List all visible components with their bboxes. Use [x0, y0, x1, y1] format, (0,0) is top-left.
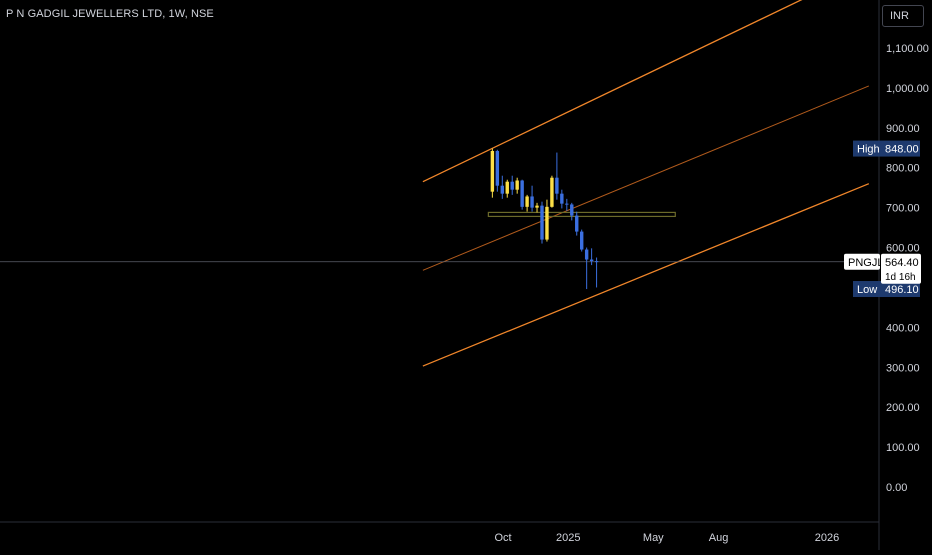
- last-price-value: 564.40: [885, 257, 919, 269]
- price-tick-label: 600.00: [886, 243, 920, 255]
- time-tick-label: Oct: [494, 532, 511, 544]
- time-tick-label: May: [643, 532, 664, 544]
- symbol-badge-bg: [844, 253, 880, 270]
- candle-body: [584, 249, 589, 260]
- price-tick-label: 100.00: [886, 442, 920, 454]
- candle-body: [520, 180, 524, 207]
- candle-body: [589, 259, 594, 262]
- low-badge-label: Low: [857, 284, 877, 296]
- candle-body: [530, 196, 534, 208]
- candles: [490, 148, 599, 290]
- price-tick-label: 1,000.00: [886, 83, 929, 95]
- candle-body: [570, 204, 574, 216]
- candle-body: [540, 205, 544, 240]
- high-badge-label-bg: [853, 140, 881, 157]
- candle-body: [505, 181, 509, 194]
- low-badge-value: 496.10: [885, 284, 919, 296]
- symbol-badge: PNGJL: [848, 257, 883, 269]
- price-tick-label: 300.00: [886, 362, 920, 374]
- channel-line-upper: [422, 0, 803, 183]
- time-tick-label: Aug: [709, 532, 729, 544]
- last-price-badge-bg: [881, 253, 921, 284]
- candle-body: [495, 150, 500, 186]
- candle-body: [575, 215, 579, 232]
- candle-body: [490, 150, 495, 192]
- chart-title: P N GADGIL JEWELLERS LTD, 1W, NSE: [6, 8, 214, 20]
- low-badge-label-bg: [853, 281, 881, 298]
- price-tick-label: 200.00: [886, 402, 920, 414]
- candle-body: [560, 193, 564, 204]
- high-badge-value-bg: [881, 140, 920, 157]
- candle-body: [525, 196, 529, 207]
- candle-body: [579, 231, 584, 250]
- candle-body: [550, 177, 554, 207]
- time-axis[interactable]: Oct 2025 May Aug 2026: [494, 532, 839, 544]
- high-badge-label: High: [857, 144, 880, 156]
- candle-body: [545, 206, 549, 240]
- channel-line-middle: [422, 85, 870, 271]
- horizontal-zone[interactable]: [487, 211, 676, 218]
- price-tick-label: 800.00: [886, 163, 920, 175]
- low-badge-value-bg: [881, 281, 920, 298]
- currency-button[interactable]: INR: [882, 5, 924, 27]
- horizontal-zone-box: [487, 211, 676, 218]
- price-tick-label: 0.00: [886, 482, 907, 494]
- candle-body: [594, 261, 599, 263]
- time-tick-label: 2025: [556, 532, 580, 544]
- candle-body: [515, 180, 519, 190]
- price-badges: High 848.00 Low 496.10 PNGJL 564.40 1d 16h: [844, 140, 921, 298]
- parallel-channel[interactable]: [422, 0, 870, 367]
- candle-body: [500, 185, 504, 194]
- bar-countdown: 1d 16h: [885, 272, 916, 283]
- candle-body: [510, 181, 514, 190]
- price-axis[interactable]: 1,100.00 1,000.00 900.00 800.00 700.00 600.00…: [886, 43, 929, 494]
- price-tick-label: 1,100.00: [886, 43, 929, 55]
- candle-body: [555, 177, 559, 194]
- time-tick-label: 2026: [815, 532, 839, 544]
- price-tick-label: 400.00: [886, 322, 920, 334]
- channel-line-lower: [422, 183, 870, 367]
- price-tick-label: 700.00: [886, 203, 920, 215]
- high-badge-value: 848.00: [885, 144, 919, 156]
- price-tick-label: 900.00: [886, 123, 920, 135]
- candle-body: [535, 205, 539, 208]
- candle-body: [565, 203, 569, 205]
